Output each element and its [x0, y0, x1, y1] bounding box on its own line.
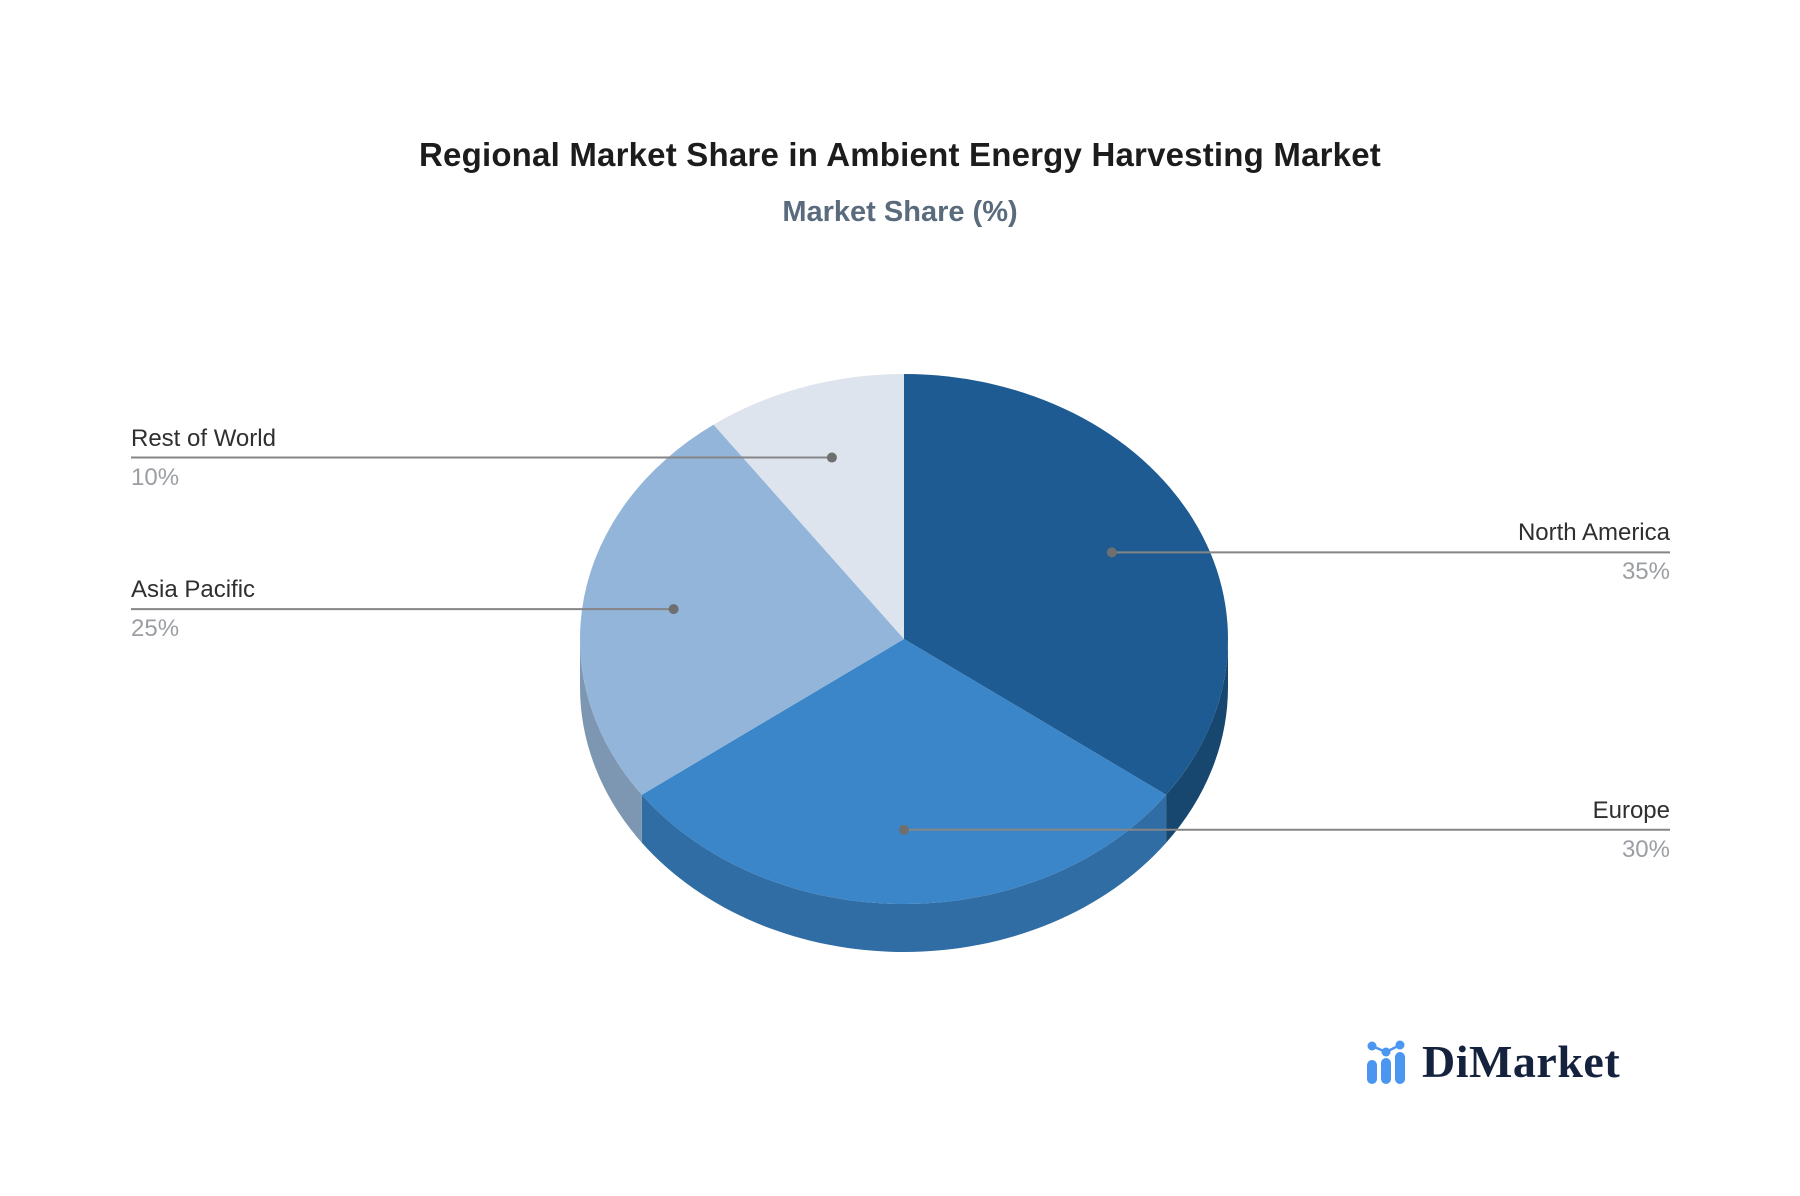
slice-label-text: Europe [1592, 796, 1670, 824]
slice-value-text: 10% [131, 463, 180, 491]
pie-slice-asia-pacific[interactable] [580, 424, 904, 795]
pie-slice-side-asia-pacific [580, 639, 642, 843]
label-dot [899, 824, 909, 835]
slice-value-text: 30% [1621, 835, 1670, 863]
bar-chart-icon [1367, 1040, 1405, 1084]
slice-label-text: North America [1517, 519, 1670, 547]
pie-slice-side-europe [641, 794, 1167, 952]
chart-title: Regional Market Share in Ambient Energy … [419, 136, 1381, 173]
label-dot [826, 452, 837, 463]
pie-label-rest-of-world: Rest of World 10% [131, 425, 276, 491]
pie-slice-rest-of-world[interactable] [713, 374, 904, 639]
chart-subtitle: Market Share (%) [782, 196, 1018, 228]
label-dot [668, 604, 679, 615]
pie-label-asia-pacific: Asia Pacific 25% [131, 576, 255, 642]
brand-logo: DiMarket [1363, 1038, 1620, 1085]
slice-label-text: Rest of World [131, 424, 276, 452]
pie-slice-north-america[interactable] [904, 374, 1228, 795]
slice-value-text: 25% [131, 615, 180, 643]
pie-label-europe: Europe 30% [1593, 797, 1670, 863]
slice-label-text: Asia Pacific [131, 576, 256, 604]
pie-slice-side-north-america [1166, 639, 1228, 843]
brand-name: DiMarket [1422, 1036, 1621, 1087]
pie-label-north-america: North America 35% [1518, 519, 1670, 585]
pie-slice-europe[interactable] [641, 639, 1167, 904]
slice-value-text: 35% [1621, 558, 1670, 586]
label-dot [1106, 547, 1117, 558]
